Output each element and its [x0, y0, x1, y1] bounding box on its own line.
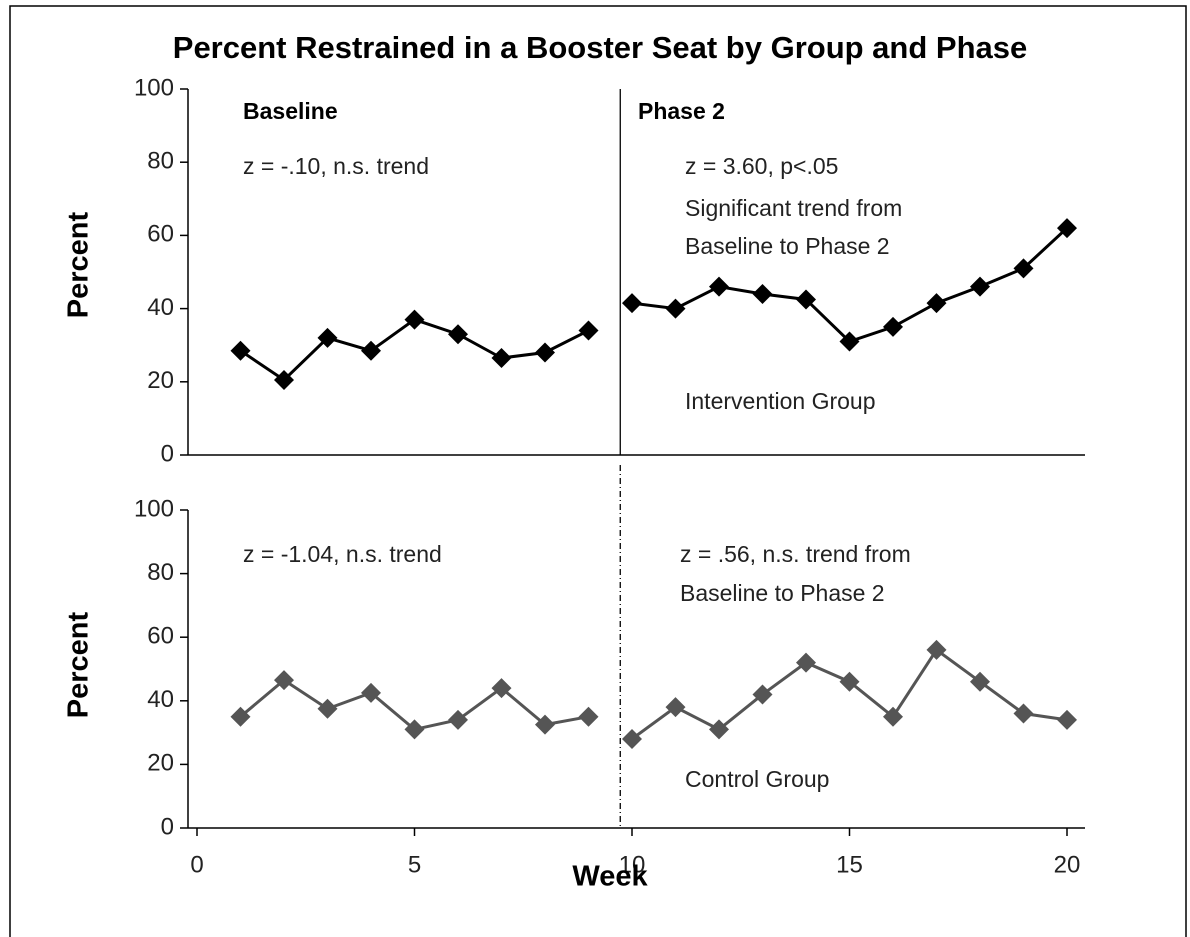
- marker: [491, 348, 512, 369]
- phase-label: Baseline: [243, 98, 338, 124]
- x-tick-label: 5: [408, 851, 421, 878]
- x-tick-label: 10: [619, 851, 646, 878]
- y-tick-label: 0: [161, 813, 174, 840]
- marker: [1013, 703, 1034, 724]
- marker: [796, 652, 816, 673]
- marker: [709, 719, 729, 740]
- frame: [9, 5, 1187, 937]
- y-tick-label: 60: [147, 221, 174, 248]
- marker: [752, 283, 773, 304]
- marker: [404, 309, 425, 330]
- marker: [230, 706, 251, 727]
- phase-label: Phase 2: [638, 98, 725, 124]
- marker: [622, 728, 642, 749]
- annotation: z = 3.60, p<.05: [685, 153, 838, 179]
- marker: [361, 682, 381, 703]
- marker: [796, 289, 816, 310]
- marker: [752, 684, 773, 705]
- marker: [970, 671, 990, 692]
- annotation: z = -1.04, n.s. trend: [243, 541, 442, 567]
- marker: [274, 369, 294, 390]
- marker: [448, 324, 468, 345]
- y-tick-label: 100: [134, 74, 174, 101]
- marker: [361, 340, 381, 361]
- marker: [839, 671, 860, 692]
- y-tick-label: 40: [147, 686, 174, 713]
- marker: [970, 276, 990, 297]
- annotation: Baseline to Phase 2: [680, 580, 885, 606]
- y-tick-label: 60: [147, 623, 174, 650]
- x-tick-label: 20: [1054, 851, 1081, 878]
- y-tick-label: 20: [147, 750, 174, 777]
- y-tick-label: 40: [147, 294, 174, 321]
- marker: [535, 714, 555, 735]
- marker: [709, 276, 729, 297]
- x-tick-label: 15: [836, 851, 863, 878]
- chart-title: Percent Restrained in a Booster Seat by …: [173, 30, 1027, 65]
- marker: [926, 293, 947, 314]
- marker: [883, 316, 903, 337]
- marker: [1057, 709, 1077, 730]
- annotation: z = .56, n.s. trend from: [680, 541, 911, 567]
- annotation: Significant trend from: [685, 195, 902, 221]
- y-tick-label: 80: [147, 148, 174, 175]
- annotation: Control Group: [685, 766, 829, 792]
- marker: [578, 320, 599, 341]
- y-tick-label: 100: [134, 495, 174, 522]
- marker: [491, 678, 512, 699]
- line-segment: [631, 647, 1068, 741]
- y-tick-label: 80: [147, 559, 174, 586]
- y-tick-label: 20: [147, 367, 174, 394]
- marker: [839, 331, 860, 352]
- annotation: Intervention Group: [685, 388, 876, 414]
- marker: [404, 719, 425, 740]
- x-axis-label: Week: [572, 861, 648, 893]
- marker: [665, 298, 686, 319]
- annotation: z = -.10, n.s. trend: [243, 153, 429, 179]
- marker: [274, 670, 294, 691]
- marker: [317, 327, 338, 348]
- marker: [1057, 218, 1077, 239]
- marker: [535, 342, 555, 363]
- y-tick-label: 0: [161, 440, 174, 467]
- marker: [448, 709, 468, 730]
- marker: [1013, 258, 1034, 279]
- marker: [230, 340, 251, 361]
- marker: [926, 639, 947, 660]
- y-axis-label: Percent: [63, 211, 95, 318]
- marker: [578, 706, 599, 727]
- marker: [317, 698, 338, 719]
- marker: [665, 697, 686, 718]
- marker: [883, 706, 903, 727]
- annotation: Baseline to Phase 2: [685, 233, 890, 259]
- marker: [622, 293, 642, 314]
- x-tick-label: 0: [190, 851, 203, 878]
- y-axis-label: Percent: [63, 611, 95, 718]
